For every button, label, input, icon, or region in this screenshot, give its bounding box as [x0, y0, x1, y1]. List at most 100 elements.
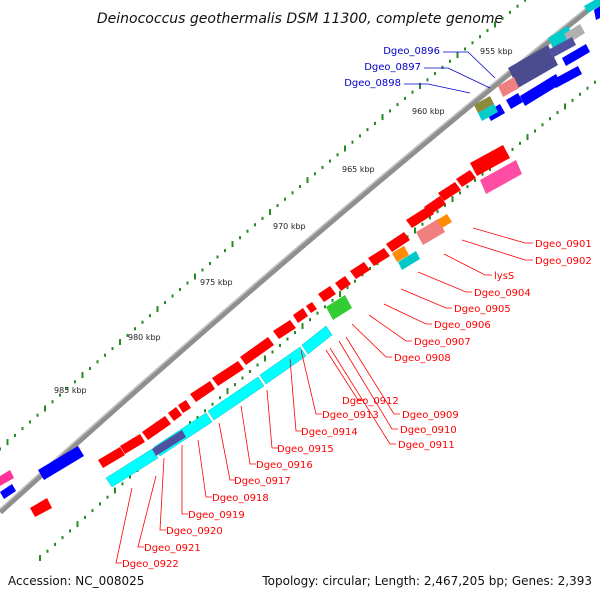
feature-magenta-large	[480, 160, 522, 194]
tick-mark	[246, 229, 249, 233]
tick-mark	[346, 286, 349, 290]
cds-dgeo-0913	[293, 308, 308, 323]
tick-mark	[301, 323, 304, 330]
accession-text: Accession: NC_008025	[8, 574, 144, 588]
kbp-label-970: 970 kbp	[273, 222, 306, 231]
tick-mark	[556, 111, 559, 115]
tick-mark	[459, 191, 461, 195]
tick-mark	[276, 204, 279, 208]
label-dgeo-0905: Dgeo_0905	[454, 304, 511, 315]
connector-dgeo-0911	[329, 347, 396, 445]
feature-slate-top	[508, 45, 558, 88]
cds-dgeo-0902	[406, 206, 434, 228]
tick-mark	[316, 311, 319, 315]
tick-mark	[76, 521, 79, 528]
tick-mark	[429, 216, 431, 220]
tick-mark	[209, 262, 211, 265]
connector-dgeo-0901	[472, 227, 533, 244]
tick-mark	[374, 121, 376, 125]
cds-red-b	[470, 145, 510, 176]
cds-blue-top-3	[506, 93, 523, 109]
tick-mark	[89, 367, 91, 370]
cds-magenta-left	[0, 470, 14, 486]
label-dgeo-0901: Dgeo_0901	[535, 239, 592, 250]
blue-gene-labels: Dgeo_0896 Dgeo_0897 Dgeo_0898	[344, 46, 440, 89]
forward-cds-track	[98, 145, 510, 468]
tick-mark	[389, 109, 391, 113]
label-dgeo-0914: Dgeo_0914	[301, 427, 358, 438]
label-dgeo-0898: Dgeo_0898	[344, 78, 401, 89]
tick-mark	[351, 140, 354, 144]
label-dgeo-0916: Dgeo_0916	[256, 460, 313, 471]
label-dgeo-0922: Dgeo_0922	[122, 559, 179, 570]
feature-cyan-small	[398, 251, 420, 270]
outer-tick-marks	[0, 0, 526, 451]
tick-mark	[211, 402, 214, 406]
tick-mark	[519, 141, 521, 145]
cds-red-lower	[30, 498, 52, 517]
tick-mark	[381, 114, 384, 121]
connector-dgeo-0912	[325, 349, 365, 401]
cds-dgeo-0901	[438, 182, 461, 201]
label-dgeo-0902: Dgeo_0902	[535, 256, 592, 267]
kbp-label-955: 955 kbp	[480, 47, 513, 56]
tick-mark	[426, 78, 429, 82]
cds-dgeo-0918	[178, 400, 191, 413]
tick-mark	[359, 134, 361, 138]
cds-cyan-5	[301, 325, 333, 355]
tick-mark	[366, 128, 369, 132]
tick-mark	[66, 386, 69, 390]
cds-cyan-1	[105, 448, 159, 488]
connector-dgeo-0909	[345, 336, 400, 415]
feature-cyan-top-2	[478, 104, 498, 121]
connector-dgeo-0919	[181, 445, 188, 515]
kbp-label-980: 980 kbp	[128, 333, 161, 342]
tick-mark	[421, 222, 424, 226]
feature-slate-top-2	[548, 37, 576, 58]
label-dgeo-0906: Dgeo_0906	[434, 320, 491, 331]
backbone	[0, 0, 600, 515]
tick-mark	[74, 380, 76, 384]
tick-mark	[579, 92, 581, 96]
tick-mark	[226, 388, 229, 395]
tick-mark	[471, 41, 474, 45]
connector-dgeo-0902	[461, 239, 533, 261]
tick-mark	[39, 555, 41, 561]
cds-dgeo-0921	[120, 434, 145, 454]
tick-mark	[256, 363, 259, 367]
tick-mark	[501, 16, 504, 20]
tick-mark	[241, 376, 244, 380]
tick-mark	[369, 267, 371, 270]
tick-mark	[306, 177, 309, 184]
connector-dgeo-0913	[300, 349, 322, 415]
tick-mark	[449, 59, 451, 63]
cds-dgeo-0911	[318, 286, 336, 302]
tick-mark	[516, 4, 519, 8]
tick-mark	[411, 90, 414, 94]
tick-mark	[434, 72, 436, 76]
label-dgeo-0907: Dgeo_0907	[414, 337, 471, 348]
tick-mark	[91, 509, 94, 513]
label-dgeo-0908: Dgeo_0908	[394, 353, 451, 364]
tick-mark	[99, 502, 101, 506]
tick-mark	[479, 35, 481, 39]
tick-mark	[204, 409, 206, 413]
label-dgeo-0917: Dgeo_0917	[234, 476, 291, 487]
tick-mark	[51, 400, 54, 404]
tick-mark	[474, 178, 476, 182]
tick-mark	[14, 433, 16, 437]
tick-mark	[261, 216, 264, 220]
label-dgeo-0913: Dgeo_0913	[322, 410, 379, 421]
tick-mark	[586, 86, 589, 90]
connector-dgeo-0917	[218, 422, 236, 481]
tick-mark	[156, 306, 159, 313]
feature-green	[326, 295, 352, 320]
cds-blue-top-6	[552, 66, 582, 88]
tick-mark	[309, 318, 311, 322]
tick-mark	[84, 515, 86, 519]
connector-dgeo-0914	[289, 358, 302, 432]
tick-mark	[436, 210, 439, 214]
tick-mark	[286, 337, 289, 341]
tick-mark	[29, 420, 31, 424]
label-dgeo-0921: Dgeo_0921	[144, 543, 201, 554]
